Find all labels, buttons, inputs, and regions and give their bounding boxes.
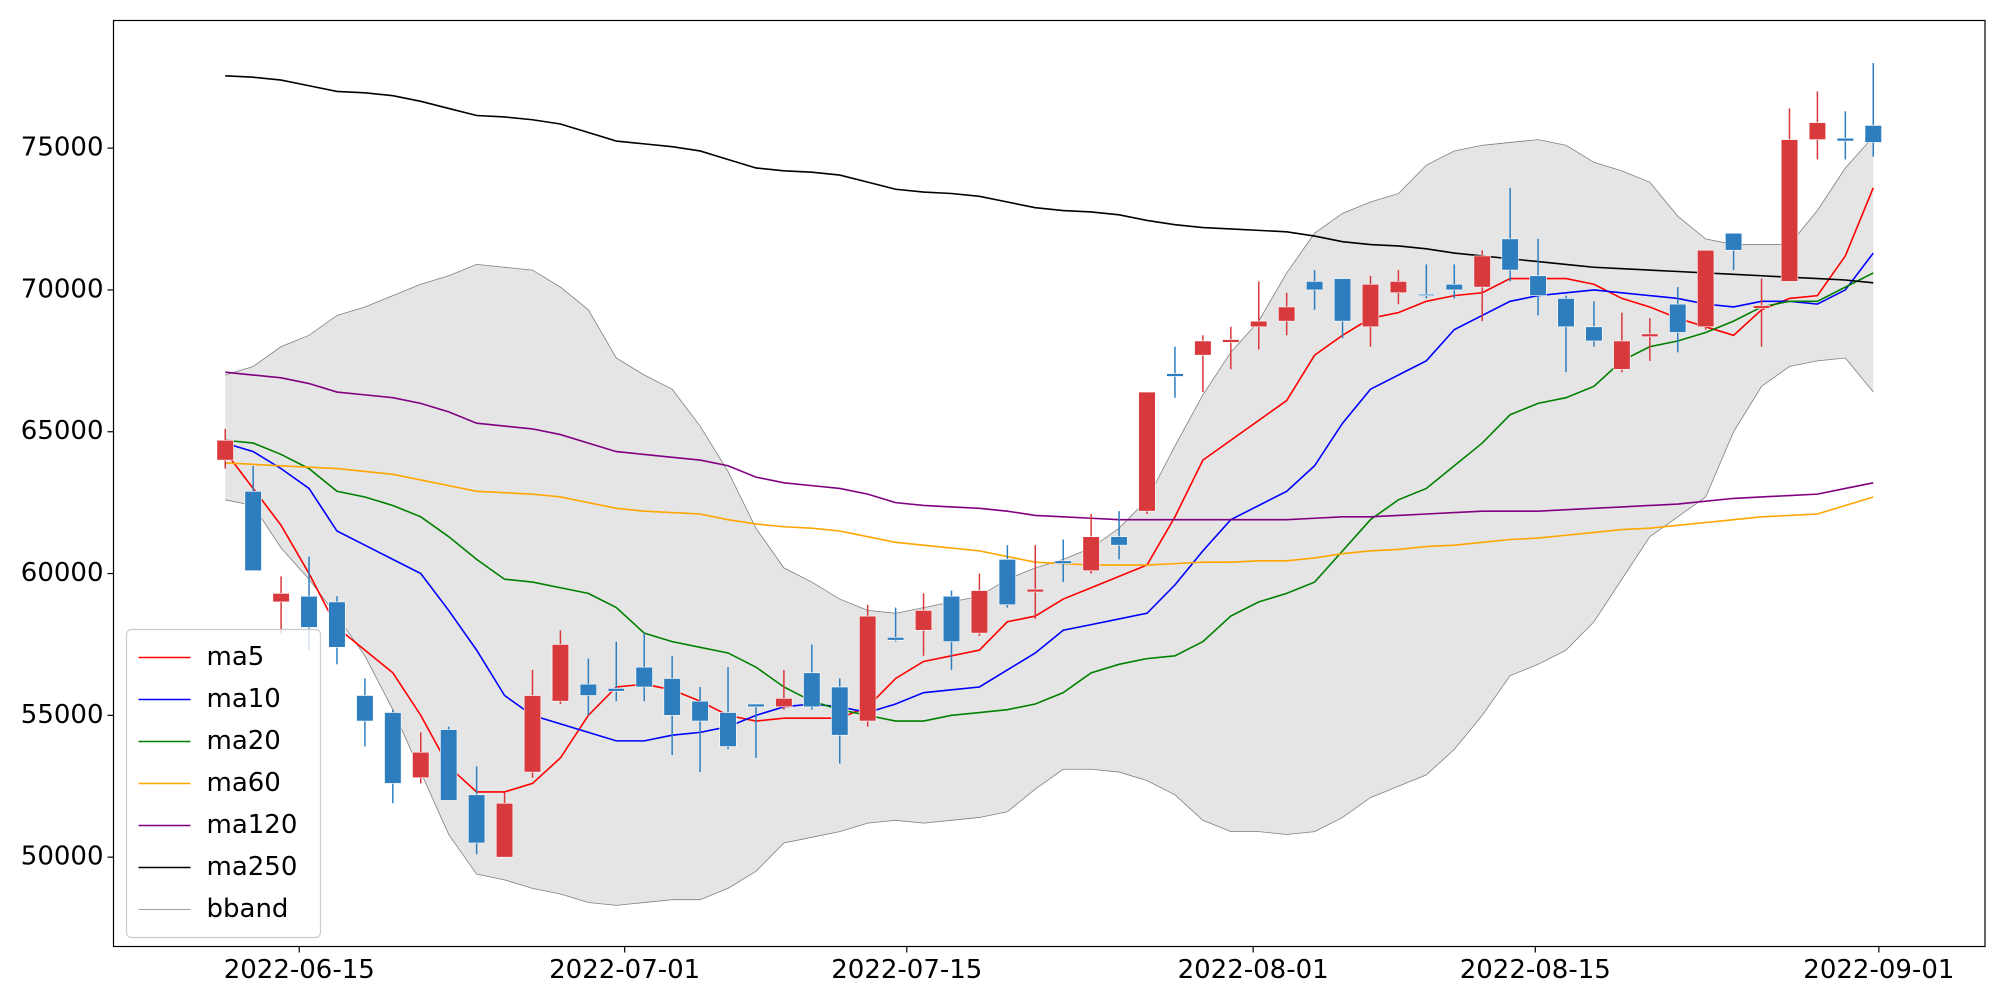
- candle-body: [663, 678, 681, 716]
- candle-body: [1333, 278, 1352, 322]
- candle-body: [328, 601, 346, 648]
- candle-body: [607, 688, 625, 692]
- ma-line: [224, 252, 1874, 742]
- candle-body: [1529, 275, 1547, 296]
- candle-body: [1445, 283, 1463, 291]
- candle-body: [1054, 560, 1072, 564]
- candle-body: [523, 695, 542, 773]
- candle-body: [412, 751, 430, 779]
- candle-body: [384, 712, 402, 784]
- candle-body: [1026, 588, 1044, 593]
- legend: ma5 ma10 ma20 ma60 ma120 ma250 bband: [125, 628, 322, 939]
- candle-body: [1278, 306, 1296, 322]
- candle-body: [1361, 283, 1380, 328]
- candle-body: [887, 637, 905, 641]
- candle-body: [1473, 255, 1491, 288]
- candle-body: [803, 672, 821, 708]
- candle-body: [1697, 249, 1715, 328]
- ma-line: [225, 462, 1874, 566]
- legend-label: bband: [207, 894, 289, 924]
- candle-body: [998, 559, 1016, 606]
- x-tick-label: 2022-08-15: [1460, 955, 1611, 985]
- candle-body: [1669, 303, 1687, 333]
- candle-body: [272, 593, 290, 603]
- candle-body: [1250, 320, 1268, 328]
- legend-label: ma10: [207, 684, 281, 714]
- axes-frame: [112, 19, 1986, 948]
- candle-body: [719, 712, 737, 747]
- candle-body: [1166, 373, 1184, 377]
- candle-body: [1501, 238, 1519, 271]
- candle-body: [1194, 340, 1212, 356]
- candle-body: [1138, 391, 1156, 512]
- candle-body: [1725, 232, 1743, 251]
- candle-body: [1808, 122, 1827, 140]
- y-tick-label: 50000: [21, 842, 104, 872]
- candle-body: [914, 610, 933, 631]
- candle-body: [300, 595, 318, 628]
- x-tick-label: 2022-09-01: [1803, 955, 1954, 985]
- candle-body: [495, 802, 514, 858]
- x-tick-label: 2022-07-01: [549, 955, 700, 985]
- ma-line: [225, 75, 1874, 284]
- candle-body: [1585, 326, 1603, 342]
- candle-body: [356, 695, 374, 722]
- candle-body: [831, 686, 849, 736]
- candle-body: [579, 683, 597, 696]
- legend-label: ma120: [207, 810, 298, 840]
- candle-body: [1864, 125, 1882, 143]
- candle-body: [1082, 536, 1100, 572]
- y-tick-label: 60000: [21, 558, 104, 588]
- bband-lower: [225, 357, 1874, 906]
- legend-label: ma20: [207, 726, 281, 756]
- legend-box: [125, 628, 322, 939]
- candle-body: [635, 666, 653, 688]
- legend-label: ma250: [207, 852, 298, 882]
- candle-body: [468, 794, 486, 844]
- plot-area: [216, 63, 1882, 906]
- ma-line: [225, 371, 1874, 521]
- candle-body: [1557, 298, 1575, 328]
- candle-body: [970, 590, 989, 634]
- candle-body: [1836, 137, 1854, 142]
- candle-body: [1613, 340, 1631, 370]
- candle-body: [859, 615, 877, 722]
- candle-body: [440, 729, 458, 801]
- ma-line: [225, 272, 1874, 722]
- candle-body: [1222, 339, 1240, 343]
- candle-body: [1110, 536, 1128, 546]
- y-tick-label: 55000: [21, 700, 104, 730]
- x-tick-label: 2022-06-15: [224, 955, 375, 985]
- candle-body: [1306, 281, 1324, 291]
- candle-body: [1780, 139, 1799, 282]
- legend-label: ma5: [207, 642, 265, 672]
- y-tick-label: 65000: [21, 416, 104, 446]
- candle-body: [1752, 305, 1771, 309]
- candle-body: [244, 490, 262, 572]
- candle-body: [1417, 293, 1435, 296]
- candle-body: [551, 644, 570, 702]
- candle-body: [1641, 333, 1659, 338]
- bband-area: [225, 136, 1874, 906]
- legend-label: ma60: [207, 768, 281, 798]
- y-tick-label: 75000: [21, 133, 104, 163]
- y-tick-label: 70000: [21, 274, 104, 304]
- candle-body: [775, 698, 793, 708]
- x-tick-label: 2022-07-15: [831, 955, 982, 985]
- candle-body: [747, 703, 765, 708]
- candle-body: [216, 439, 234, 461]
- candle-body: [1389, 281, 1408, 294]
- candle-body: [942, 595, 961, 642]
- x-tick-label: 2022-08-01: [1178, 955, 1329, 985]
- candle-body: [691, 700, 709, 722]
- ma-line: [224, 187, 1875, 793]
